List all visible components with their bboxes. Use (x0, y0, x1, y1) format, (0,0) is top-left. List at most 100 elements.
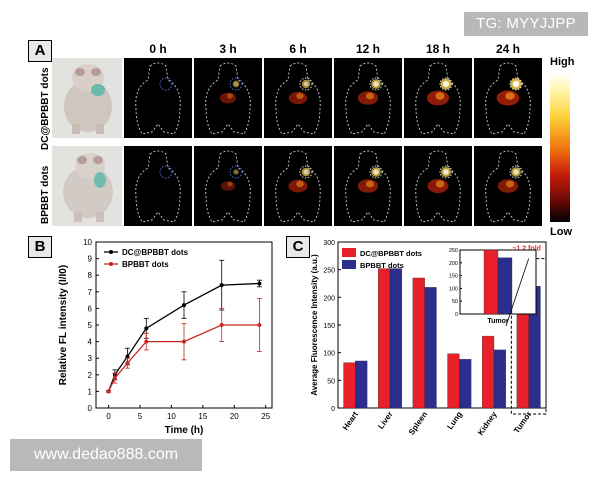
x-axis-label: Time (h) (165, 425, 204, 436)
mouse-outline (205, 150, 251, 223)
legend-swatch (342, 260, 356, 269)
tumor-circle (229, 77, 243, 91)
bar-heart-1 (343, 362, 356, 409)
bar-liver-2 (389, 268, 402, 409)
fluorescence-image-r1-c1 (124, 58, 192, 138)
tumor-circle (509, 77, 523, 91)
y-axis-label: Average Fluorescence Intensity (a.u.) (310, 254, 319, 396)
tumor-circle (159, 77, 173, 91)
panel-c-letter: C (286, 236, 310, 258)
x-tick-label: 5 (138, 412, 143, 421)
tumor-glow (232, 80, 240, 88)
tumor-glow-core (443, 169, 449, 175)
organ-glow-core (296, 92, 304, 100)
category-label: Kidney (476, 410, 499, 436)
y-tick-label: 250 (323, 268, 335, 275)
tumor-circle (299, 165, 313, 179)
category-label: Spleen (407, 410, 429, 436)
y-tick-label: 150 (323, 323, 335, 330)
time-label-12: 12 h (355, 42, 380, 56)
line-chart: 0 1 2 3 4 5 6 7 8 9 10 0 5 10 15 20 25 Time (h) Relative F… (58, 238, 273, 436)
inset-arrow (505, 258, 530, 327)
organ-glow-core (365, 180, 375, 188)
panel-a-letter: A (28, 40, 52, 62)
fluorescence-image-r2-c5 (404, 146, 472, 226)
mouse-photo-bpbbt (52, 146, 122, 226)
bar-chart: 0 50 100 150 200 250 300 Average Fluorescence I… (310, 240, 547, 436)
y-tick-label: 200 (323, 295, 335, 302)
organ-glow-core (226, 93, 234, 99)
tumor-glow-core (303, 81, 309, 87)
tumor-glow-core (373, 81, 379, 87)
inset-y-tick-label: 150 (449, 274, 458, 280)
x-tick-label: 20 (230, 412, 239, 421)
legend-label: DC@BPBBT dots (122, 248, 189, 257)
y-tick-label: 3 (88, 354, 93, 363)
legend-marker (109, 262, 113, 266)
category-label: Heart (341, 410, 360, 432)
data-point (144, 326, 149, 331)
tumor-glow-core (303, 169, 309, 175)
tumor-glow-core (442, 80, 450, 88)
tumor-circle (369, 165, 383, 179)
y-tick-label: 0 (331, 406, 335, 413)
colorbar (550, 72, 570, 222)
fluorescence-image-r2-c3 (264, 146, 332, 226)
colorbar-high-label: High (550, 56, 575, 68)
x-tick-label: 15 (198, 412, 207, 421)
tumor-glow-core (513, 169, 519, 175)
colorbar-low-label: Low (550, 226, 572, 238)
fluorescence-image-r1-c2 (194, 58, 262, 138)
fluorescence-image-r2-c6 (474, 146, 542, 226)
time-label-18: 18 h (425, 42, 450, 56)
fold-annotation: ~1.2 fold (512, 245, 541, 252)
watermark-site: www.dedao888.com (10, 439, 202, 471)
mouse-outline (415, 62, 461, 135)
panel-b-letter: B (28, 236, 52, 258)
mouse-outline (345, 150, 391, 223)
organ-glow-core (296, 180, 304, 188)
bar-lung-1 (447, 353, 460, 409)
time-label-0: 0 h (149, 42, 167, 56)
inset-category-label: Tumor (487, 318, 509, 325)
legend-swatch (342, 248, 356, 257)
legend-marker (109, 250, 113, 254)
mouse-outline (485, 62, 531, 135)
time-label-3: 3 h (219, 42, 237, 56)
y-tick-label: 2 (88, 371, 93, 380)
inset-y-tick-label: 50 (452, 299, 458, 305)
organ-glow (219, 92, 237, 104)
bar-lung-2 (459, 359, 472, 409)
mouse-photo-dc (52, 58, 122, 138)
organ-glow-core (227, 181, 233, 187)
y-axis-label: Relative FL intensity (I/I0) (58, 265, 69, 385)
data-point (257, 323, 262, 327)
tumor-circle (369, 77, 383, 91)
mouse-outline (135, 150, 181, 223)
organ-glow (220, 181, 236, 191)
y-tick-label: 100 (323, 351, 335, 358)
organ-glow-core (505, 180, 515, 188)
y-tick-label: 4 (88, 338, 93, 347)
data-point (125, 361, 130, 366)
data-point (257, 281, 262, 286)
fluorescence-image-r2-c2 (194, 146, 262, 226)
fluorescence-image-r1-c4 (334, 58, 402, 138)
x-tick-label: 25 (261, 412, 270, 421)
data-point (219, 323, 224, 327)
y-tick-label: 1 (88, 387, 93, 396)
organ-glow-core (435, 92, 445, 100)
organ-glow-core (505, 92, 515, 100)
mouse-outline (275, 62, 321, 135)
category-label: Lung (445, 410, 464, 431)
x-tick-label: 0 (106, 412, 111, 421)
category-label: Liver (376, 410, 394, 431)
x-tick-label: 10 (167, 412, 176, 421)
y-tick-label: 50 (327, 378, 335, 385)
fluorescence-image-r2-c1 (124, 146, 192, 226)
organ-glow-core (435, 180, 445, 188)
row-label-bpbbt: BPBBT dots (40, 165, 51, 224)
inset-y-tick-label: 250 (449, 248, 458, 254)
tumor-circle (509, 165, 523, 179)
inset-y-tick-label: 100 (449, 286, 458, 292)
